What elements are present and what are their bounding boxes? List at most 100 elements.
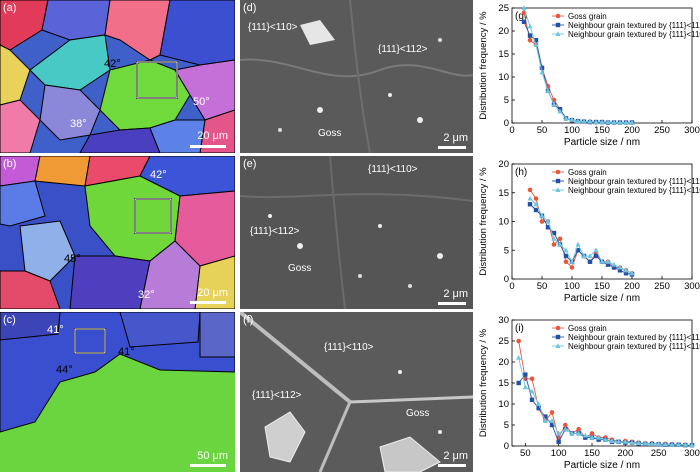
panel-label: (h) — [515, 167, 527, 178]
data-point — [542, 418, 548, 423]
ebsd-map-b — [0, 156, 235, 309]
panel-label: (i) — [515, 323, 524, 334]
y-axis-label: Distribution frequency / % — [478, 328, 489, 437]
y-tick-label: 10 — [498, 399, 509, 410]
data-point — [557, 241, 563, 247]
data-point — [522, 384, 528, 390]
angle-label: 32° — [138, 289, 155, 301]
x-tick-label: 50 — [537, 281, 548, 292]
grain-label: Goss — [288, 263, 312, 274]
data-point — [533, 201, 539, 207]
legend-entry: Goss grain — [568, 12, 607, 21]
orientation-label: {111}<112> — [378, 44, 428, 55]
ebsd-map-c — [0, 312, 235, 472]
x-tick-label: 100 — [564, 125, 580, 136]
legend-entry: Neighbour grain textured by {111}<112> — [568, 177, 700, 186]
grain-label: Goss — [318, 128, 342, 139]
data-point — [575, 241, 581, 247]
x-tick-label: 150 — [584, 448, 600, 459]
angle-label: 41° — [47, 324, 64, 336]
data-point — [611, 261, 617, 267]
data-point — [539, 219, 545, 224]
data-point — [569, 258, 575, 264]
data-point — [599, 119, 605, 125]
y-tick-label: 5 — [504, 95, 509, 106]
grain-label: Goss — [406, 408, 430, 419]
legend-entry: Goss grain — [568, 168, 607, 177]
data-point — [569, 265, 575, 270]
data-point — [622, 439, 628, 444]
data-point — [549, 410, 555, 415]
legend-entry: Neighbour grain textured by {111}<110> — [568, 186, 700, 195]
sem-panel-d: (d) {111}<110> {111}<112> Goss 2 μm — [240, 0, 473, 153]
data-point — [539, 65, 545, 70]
data-point — [575, 118, 581, 124]
angle-label: 38° — [70, 118, 87, 130]
data-point — [529, 376, 535, 382]
x-tick-label: 100 — [551, 448, 567, 459]
legend-marker — [555, 169, 561, 175]
data-point — [629, 439, 635, 445]
data-point — [602, 436, 608, 442]
sem-panel-f: (f) {111}<110> {111}<112> Goss 2 μm — [240, 312, 473, 472]
x-tick-label: 150 — [594, 281, 610, 292]
data-point — [527, 33, 533, 38]
data-point — [569, 430, 575, 436]
orientation-label: {111}<112> — [250, 226, 300, 237]
data-point — [529, 397, 535, 402]
data-point — [516, 355, 522, 360]
data-point — [617, 268, 623, 273]
y-tick-label: 20 — [498, 26, 509, 37]
data-point — [551, 235, 557, 241]
data-point — [539, 69, 545, 75]
data-point — [636, 440, 642, 446]
data-point — [575, 248, 581, 253]
data-point — [676, 441, 682, 447]
data-point — [563, 253, 569, 259]
angle-label: 50° — [193, 96, 210, 108]
data-point — [539, 212, 545, 218]
data-point — [587, 118, 593, 124]
legend-marker — [555, 187, 561, 192]
y-tick-label: 20 — [498, 357, 509, 368]
data-point — [596, 434, 602, 440]
panel-label-b: (b) — [3, 158, 17, 170]
data-point — [549, 422, 555, 428]
data-point — [611, 119, 617, 125]
data-point — [549, 418, 555, 423]
x-tick-label: 100 — [564, 281, 580, 292]
x-tick-label: 250 — [654, 125, 670, 136]
legend-marker — [555, 178, 561, 184]
data-point — [533, 196, 539, 201]
scale-bar — [190, 145, 226, 148]
data-point — [521, 19, 527, 24]
y-tick-label: 0 — [504, 441, 509, 452]
y-tick-label: 15 — [498, 378, 509, 389]
data-point — [593, 119, 599, 125]
data-point — [623, 119, 629, 125]
orientation-label: {111}<110> — [368, 164, 418, 175]
data-point — [543, 414, 548, 419]
scale-bar — [438, 302, 466, 305]
x-tick-label: 300 — [684, 448, 700, 459]
legend-marker — [555, 343, 561, 348]
y-tick-label: 20 — [498, 159, 509, 170]
scale-bar — [190, 301, 226, 304]
data-point — [569, 116, 575, 122]
data-point — [545, 88, 551, 93]
x-tick-label: 50 — [537, 125, 548, 136]
y-tick-label: 15 — [498, 49, 509, 60]
data-point — [523, 372, 528, 377]
data-point — [521, 5, 527, 10]
data-point — [551, 101, 557, 107]
data-point — [563, 259, 569, 265]
y-tick-label: 0 — [504, 274, 509, 285]
scale-label: 50 μm — [197, 450, 228, 462]
x-tick-label: 300 — [684, 125, 700, 136]
data-point — [587, 253, 593, 258]
data-point — [545, 218, 551, 224]
plot-area — [511, 7, 693, 124]
x-axis-label: Particle size / nm — [564, 460, 640, 471]
data-point — [589, 434, 595, 440]
chart-h: 0 50 100 150 200 250 300 0 5 10 15 20 Particle size … — [478, 159, 700, 304]
